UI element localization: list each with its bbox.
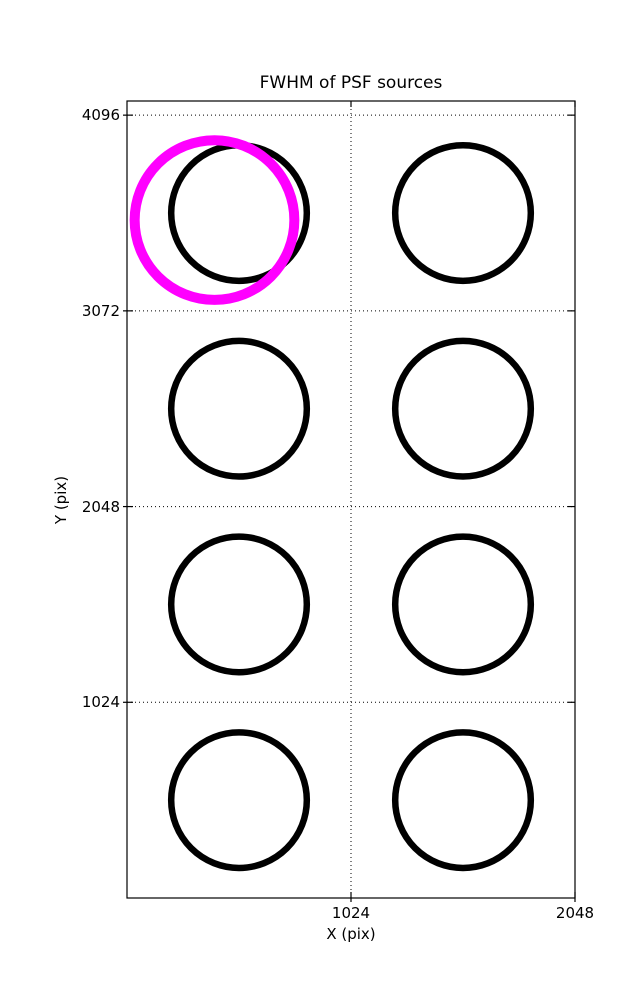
y-tick-label: 3072 bbox=[81, 301, 120, 320]
psf-source-circle bbox=[167, 337, 311, 480]
psf-source-circle bbox=[391, 729, 535, 872]
y-tick-label: 2048 bbox=[81, 497, 120, 516]
x-tick-label: 1024 bbox=[331, 904, 371, 922]
psf-source-circle bbox=[391, 533, 535, 676]
y-tick-label: 4096 bbox=[81, 106, 120, 125]
psf-source-circle bbox=[167, 533, 311, 676]
psf-source-circle bbox=[167, 729, 311, 872]
chart-title: FWHM of PSF sources bbox=[259, 73, 443, 93]
x-axis-label: X (pix) bbox=[326, 925, 376, 943]
y-tick-label: 1024 bbox=[81, 693, 120, 712]
x-tick-label: 2048 bbox=[555, 904, 595, 922]
highlighted-source-circle bbox=[129, 135, 300, 305]
psf-source-circle bbox=[391, 141, 535, 285]
axes-frame bbox=[126, 100, 576, 899]
psf-source-circle bbox=[391, 337, 535, 480]
